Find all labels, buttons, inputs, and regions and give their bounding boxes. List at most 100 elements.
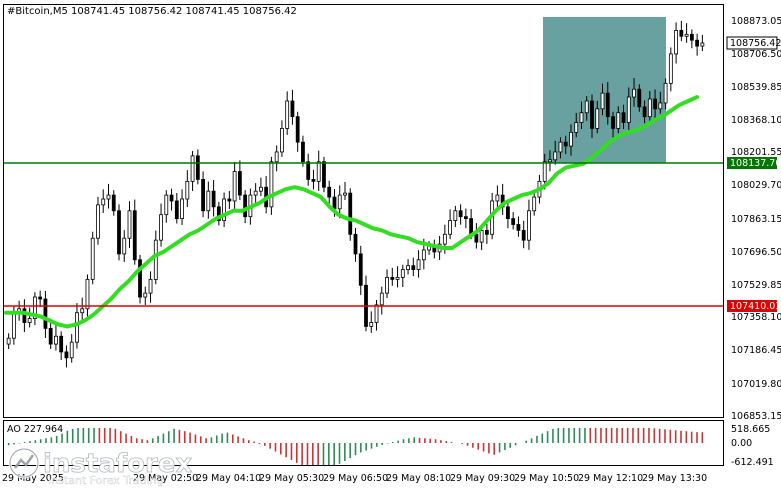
candle-body [674, 30, 678, 55]
candle-body [322, 161, 326, 188]
candle-body [195, 155, 200, 180]
candle-body [400, 269, 405, 278]
candle-body [85, 278, 90, 310]
candle-body [700, 42, 705, 47]
price-tick: 108706.50 [731, 49, 781, 60]
price-tick: 108539.85 [731, 82, 781, 93]
candle-body [348, 192, 353, 235]
candle-body [479, 229, 484, 243]
candle-body [96, 204, 100, 239]
candle-body [258, 186, 263, 192]
candle-body [22, 308, 27, 323]
main-chart-frame [3, 4, 724, 418]
candle-body [668, 53, 673, 84]
candle-body [64, 351, 69, 359]
candle-body [684, 33, 689, 37]
candle-body [164, 194, 169, 216]
candle-body [343, 192, 347, 196]
candle-body [611, 116, 615, 129]
candle-body [563, 141, 568, 147]
candle-body [301, 141, 305, 163]
candle-body [306, 161, 311, 180]
price-tick: 106853.15 [731, 411, 781, 422]
time-tick: 29 May 13:30 [642, 473, 707, 484]
candle-body [637, 88, 642, 108]
candle-body [80, 308, 85, 314]
price-tick: 108201.55 [731, 147, 781, 158]
candle-body [6, 337, 11, 345]
candle-body [579, 112, 584, 123]
candle-body [474, 233, 479, 243]
candle-body [605, 92, 610, 118]
candle-body [521, 229, 526, 241]
price-tick: 107696.50 [731, 247, 781, 258]
candle-body [626, 96, 631, 123]
candle-body [590, 100, 594, 129]
svg-text:108137.70: 108137.70 [730, 158, 781, 169]
price-tick: 107019.80 [731, 379, 781, 390]
candle-body [311, 178, 316, 182]
ao-tick: 0.00 [731, 438, 752, 449]
candle-body [453, 210, 458, 221]
candle-body [101, 198, 106, 206]
candle-body [174, 200, 179, 220]
candle-body [527, 210, 531, 241]
candle-body [379, 292, 384, 306]
candle-body [117, 210, 121, 255]
candle-body [190, 155, 195, 182]
candle-body [374, 304, 379, 323]
candle-body [232, 171, 237, 202]
ao-label: AO 227.964 [7, 424, 63, 435]
candle-body [90, 237, 95, 280]
price-tick: 107529.85 [731, 280, 781, 291]
candle-body [148, 278, 153, 294]
candle-body [295, 116, 300, 143]
time-tick: 29 May 09:30 [450, 473, 515, 484]
candle-body [353, 233, 358, 255]
time-tick: 29 May 12:10 [578, 473, 643, 484]
candle-body [385, 277, 389, 294]
price-tick: 107863.15 [731, 214, 781, 225]
moving-average-line [4, 95, 699, 329]
time-tick: 29 May 08:10 [386, 473, 451, 484]
candle-body [27, 318, 32, 323]
time-tick: 29 May 05:30 [259, 473, 324, 484]
candle-body [337, 194, 342, 210]
candle-body [369, 322, 374, 327]
candle-body [122, 237, 127, 255]
candle-body [600, 92, 605, 110]
candle-body [574, 122, 579, 133]
candle-body [269, 161, 274, 208]
candle-body [679, 30, 684, 37]
time-axis: 29 May 2025 29 May 02:50 29 May 04:10 29… [2, 473, 707, 484]
candle-body [38, 296, 43, 300]
candle-body [143, 292, 148, 298]
candle-body [185, 180, 190, 200]
candle-body [75, 312, 79, 343]
candle-body [237, 171, 242, 196]
candle-body [553, 151, 558, 161]
candle-body [48, 327, 53, 345]
candle-body [332, 196, 337, 210]
candle-body [280, 128, 284, 153]
candle-body [695, 39, 700, 47]
candle-body [132, 210, 137, 261]
candle-body [111, 194, 116, 212]
candles-group [6, 20, 705, 368]
time-tick: 29 May 06:50 [323, 473, 388, 484]
chart-title: #Bitcoin,M5 108741.45 108756.42 108741.4… [7, 6, 297, 17]
candle-body [227, 198, 232, 202]
candle-body [395, 277, 400, 280]
candle-body [653, 98, 657, 110]
candle-body [59, 335, 64, 353]
candle-body [532, 196, 537, 212]
candle-body [548, 159, 552, 163]
candle-body [658, 102, 663, 110]
candle-body [663, 82, 668, 104]
candle-body [416, 259, 421, 270]
candle-body [595, 108, 600, 129]
price-axis: 108873.05 108706.50 108539.85 108368.10 … [731, 16, 781, 422]
svg-text:108756.42: 108756.42 [730, 38, 781, 49]
candle-body [642, 106, 647, 118]
